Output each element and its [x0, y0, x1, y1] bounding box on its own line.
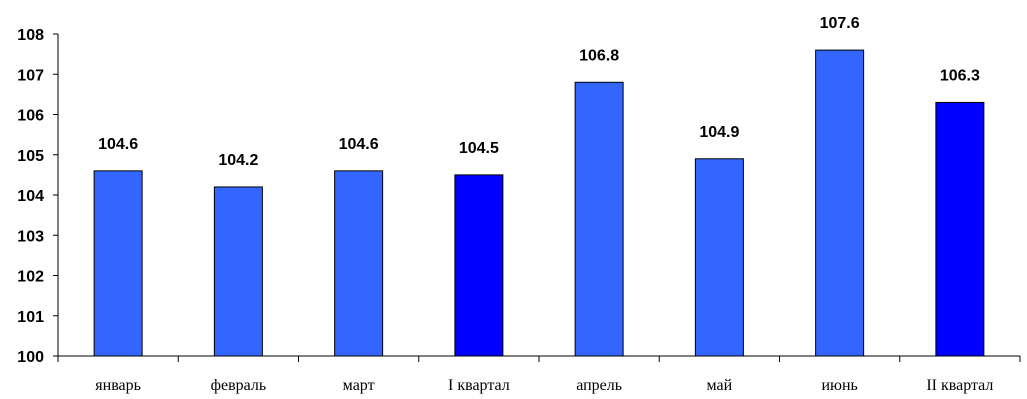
- data-label: 104.6: [339, 136, 379, 153]
- bars-layer: [93, 49, 985, 357]
- x-tick-label: I квартал: [448, 377, 510, 394]
- bar-3: [334, 170, 384, 357]
- y-tick-label: 104: [17, 188, 44, 205]
- x-tick-label: февраль: [211, 377, 267, 394]
- x-tick-label: II квартал: [926, 377, 993, 394]
- y-tick-label: 105: [17, 148, 44, 165]
- y-tick-label: 101: [17, 309, 44, 326]
- x-tick-label: март: [343, 377, 375, 394]
- labels-layer: 100 101 102 103 104 105 106 107 108 104.6 январь 10…: [17, 15, 993, 394]
- data-label: 106.8: [579, 47, 619, 64]
- data-label: 104.6: [98, 136, 138, 153]
- bar-8: [935, 101, 985, 357]
- y-tick-label: 103: [17, 228, 44, 245]
- x-tick-label: июнь: [821, 377, 857, 394]
- data-label: 104.2: [218, 152, 258, 169]
- y-tick-label: 100: [17, 349, 44, 366]
- bar-5: [574, 81, 624, 357]
- bar-7: [815, 49, 865, 357]
- bar-4: [454, 174, 504, 357]
- x-tick-label: май: [707, 377, 733, 394]
- y-tick-label: 107: [17, 67, 44, 84]
- y-tick-label: 108: [17, 27, 44, 44]
- y-tick-label: 102: [17, 269, 44, 286]
- data-label: 104.9: [699, 124, 739, 141]
- data-label: 104.5: [459, 140, 499, 157]
- bar-2: [213, 186, 263, 357]
- axes-layer: [53, 33, 1021, 362]
- data-label: 107.6: [820, 15, 860, 32]
- bar-6: [694, 158, 744, 357]
- x-tick-label: апрель: [576, 377, 622, 394]
- data-label: 106.3: [940, 67, 980, 84]
- bar-1: [93, 170, 143, 357]
- y-tick-label: 106: [17, 108, 44, 125]
- x-tick-label: январь: [95, 377, 141, 394]
